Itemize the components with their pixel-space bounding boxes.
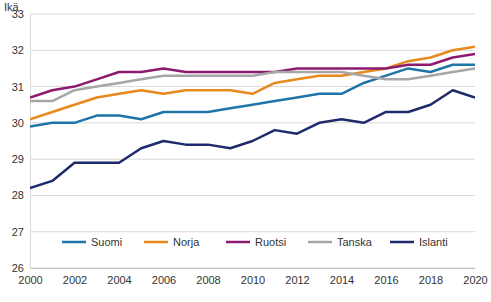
y-axis-title: Ikä [4,1,20,13]
y-tick: 28 [12,189,30,201]
x-tick: 2016 [374,268,398,286]
chart: 2627282930313233200020022004200620082010… [0,0,491,302]
y-tick-label: 28 [12,189,24,201]
legend-item: Suomi [62,236,122,248]
y-tick: 32 [12,44,30,56]
x-tick-label: 2008 [196,274,220,286]
y-tick: 29 [12,153,30,165]
legend-label: Suomi [91,236,122,248]
legend-item: Ruotsi [226,236,286,248]
x-tick: 2000 [18,268,42,286]
legend: Suomi Norja Ruotsi Tanska Islanti [62,236,448,248]
x-tick: 2008 [196,268,220,286]
x-tick: 2010 [241,268,265,286]
y-tick: 26 [12,262,30,274]
y-tick-label: 27 [12,226,24,238]
x-tick: 2012 [285,268,309,286]
grid-line [30,14,475,15]
x-tick-label: 2006 [152,274,176,286]
grid-line [30,122,475,123]
legend-item: Islanti [390,236,448,248]
x-axis: 2000 2002 2004 2006 2008 2010 2012 2014 2016 2018… [18,268,487,286]
y-tick: 27 [12,226,30,238]
legend-label: Islanti [419,236,448,248]
legend-item: Tanska [308,236,373,248]
y-tick: 31 [12,81,30,93]
y-axis: 2627282930313233 [12,8,31,274]
y-tick: 30 [12,117,30,129]
x-tick-label: 2000 [18,274,42,286]
x-tick-label: 2014 [330,274,354,286]
x-tick-label: 2010 [241,274,265,286]
y-tick-label: 26 [12,262,24,274]
grid-line [30,268,475,269]
y-tick-label: 31 [12,81,24,93]
y-axis-line [30,15,31,269]
legend-swatch [226,241,250,244]
x-tick-label: 2018 [419,274,443,286]
x-tick-label: 2002 [63,274,87,286]
x-tick-label: 2004 [107,274,131,286]
legend-swatch [62,241,86,244]
lines [30,47,475,189]
x-tick: 2004 [107,268,131,286]
y-tick-label: 30 [12,117,24,129]
y-tick-label: 32 [12,44,24,56]
grid-line [30,159,475,160]
series-line [30,90,475,188]
grid-line [30,50,475,51]
x-tick: 2018 [419,268,443,286]
series-line [30,47,475,120]
x-axis-line [31,268,476,269]
grid [30,14,475,268]
legend-label: Tanska [337,236,373,248]
legend-item: Norja [144,236,200,248]
x-tick: 2006 [152,268,176,286]
x-tick: 2002 [63,268,87,286]
legend-swatch [390,241,414,244]
x-tick-label: 2012 [285,274,309,286]
grid-line [30,231,475,232]
x-tick-label: 2020 [463,274,487,286]
y-tick-label: 29 [12,153,24,165]
series-line [30,65,475,127]
grid-line [30,195,475,196]
legend-swatch [144,241,168,244]
plot: 2627282930313233200020022004200620082010… [12,8,488,286]
legend-label: Ruotsi [255,236,286,248]
legend-label: Norja [173,236,200,248]
x-tick: 2020 [463,268,487,286]
x-tick: 2014 [330,268,354,286]
x-tick-label: 2016 [374,274,398,286]
legend-swatch [308,241,332,244]
series-line [30,68,475,101]
